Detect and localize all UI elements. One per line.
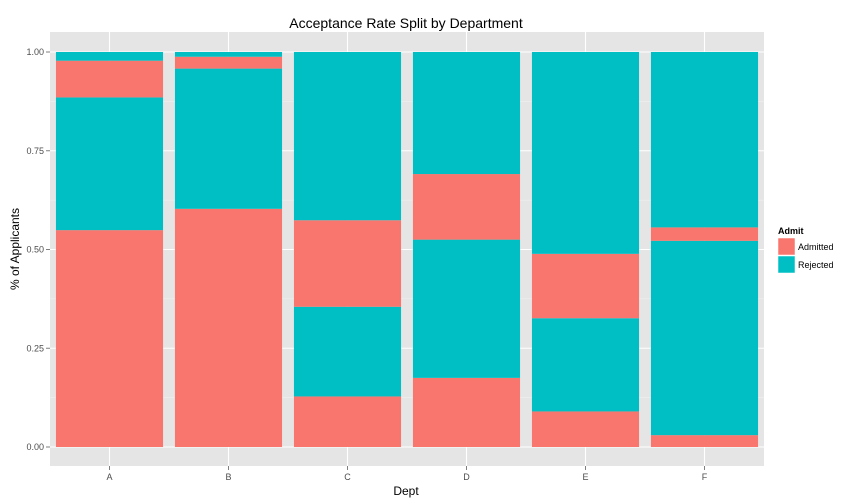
- bar-segment-a-4-rejected: [55, 52, 164, 61]
- x-axis-title: Dept: [393, 484, 419, 498]
- x-axis: A B C D E F: [106, 466, 708, 482]
- bar-segment-e-2-rejected: [531, 318, 640, 412]
- bar-segment-d-1-admitted: [412, 377, 521, 447]
- legend-title: Admit: [778, 226, 804, 236]
- legend-item-rejected: Rejected: [777, 255, 834, 274]
- bar-segment-e-3-admitted: [531, 253, 640, 319]
- bar-segment-b-2-rejected: [174, 68, 283, 209]
- legend-label-rejected: Rejected: [798, 260, 834, 270]
- bar-segment-f-4-rejected: [650, 52, 759, 228]
- bar-segment-d-2-rejected: [412, 239, 521, 378]
- bar-segment-b-3-admitted: [174, 56, 283, 69]
- y-tick-label: 1.00: [26, 47, 44, 57]
- bar-segment-c-1-admitted: [293, 396, 402, 447]
- legend-item-admitted: Admitted: [777, 237, 834, 256]
- bar-segment-f-1-admitted: [650, 435, 759, 447]
- y-tick-label: 0.75: [26, 146, 44, 156]
- bar-segment-d-4-rejected: [412, 52, 521, 175]
- chart-title: Acceptance Rate Split by Department: [289, 15, 523, 31]
- legend-swatch-admitted: [777, 237, 796, 256]
- legend-swatch-rejected: [777, 255, 796, 274]
- bar-segment-b-4-rejected: [174, 52, 283, 57]
- x-tick-label-f: F: [702, 472, 708, 482]
- y-axis: 0.00 0.25 0.50 0.75 1.00: [26, 47, 50, 452]
- bar-segment-f-2-rejected: [650, 240, 759, 436]
- x-tick-label-a: A: [106, 472, 112, 482]
- legend-label-admitted: Admitted: [798, 242, 834, 252]
- bar-segment-e-4-rejected: [531, 52, 640, 254]
- y-tick-label: 0.50: [26, 245, 44, 255]
- x-tick-label-b: B: [225, 472, 231, 482]
- bar-segment-b-1-admitted: [174, 208, 283, 447]
- y-axis-title: % of Applicants: [8, 208, 22, 290]
- bar-segment-a-2-rejected: [55, 97, 164, 231]
- bar-segment-c-3-admitted: [293, 220, 402, 307]
- bar-segment-c-4-rejected: [293, 52, 402, 221]
- bar-segment-a-3-admitted: [55, 60, 164, 98]
- x-tick-label-d: D: [463, 472, 470, 482]
- x-tick-label-e: E: [582, 472, 588, 482]
- y-tick-label: 0.00: [26, 442, 44, 452]
- legend: Admit Admitted Rejected: [777, 226, 834, 274]
- y-tick-label: 0.25: [26, 343, 44, 353]
- bar-segment-f-3-admitted: [650, 227, 759, 241]
- bar-segment-c-2-rejected: [293, 306, 402, 397]
- bars: [55, 52, 759, 447]
- bar-segment-a-1-admitted: [55, 230, 164, 447]
- bar-segment-e-1-admitted: [531, 411, 640, 447]
- bar-segment-d-3-admitted: [412, 174, 521, 240]
- x-tick-label-c: C: [344, 472, 351, 482]
